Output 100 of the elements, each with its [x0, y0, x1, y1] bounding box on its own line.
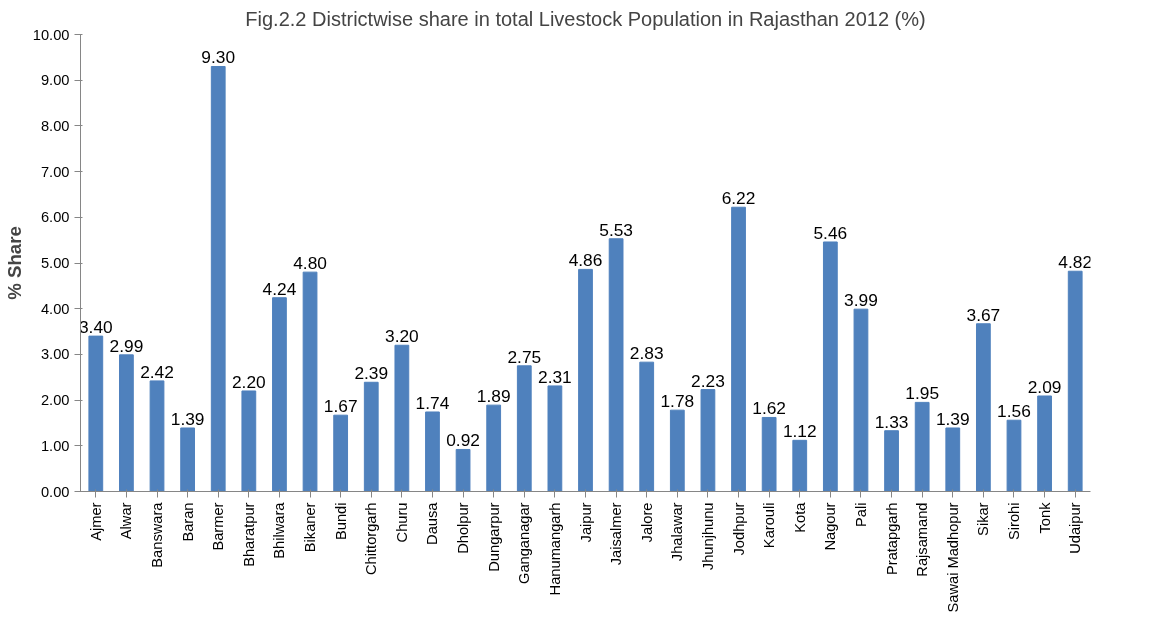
bar [363, 381, 379, 492]
bar [731, 206, 746, 492]
data-label: 1.62 [752, 398, 787, 419]
data-label: 9.30 [201, 47, 236, 68]
data-label: 4.24 [262, 278, 297, 299]
x-tick-label: Jodhpur [730, 502, 747, 556]
y-tick-label: 8.00 [40, 117, 70, 134]
bar [210, 65, 226, 492]
y-tick-label: 1.00 [40, 437, 70, 454]
data-label: 5.46 [813, 222, 848, 243]
x-tick-label: Alwar [118, 502, 135, 540]
y-tick-label: 5.00 [40, 255, 70, 271]
bar [455, 448, 471, 492]
bar [425, 411, 440, 492]
y-tick-label: 6.00 [40, 209, 70, 226]
x-tick-label: Ajmer [87, 502, 104, 541]
data-label: 3.40 [78, 317, 113, 338]
y-tick-label: 2.00 [40, 392, 70, 409]
x-tick-label: Bundi [332, 502, 349, 540]
y-tick-label: 7.00 [40, 163, 70, 180]
x-tick-label: Baran [179, 502, 196, 542]
x-tick-label: Kota [791, 501, 808, 533]
data-label: 4.86 [568, 250, 603, 271]
x-tick-label: Sirohi [1005, 502, 1022, 540]
data-label: 3.67 [966, 304, 1001, 325]
x-tick-label: Sawai Madhopur [944, 502, 961, 613]
data-label: 1.39 [935, 408, 970, 429]
bar [394, 344, 410, 492]
x-tick-label: Rajsamand [914, 502, 931, 577]
data-label: 1.56 [997, 401, 1031, 422]
bar [700, 389, 716, 492]
data-label: 2.75 [507, 346, 542, 367]
bar [180, 427, 196, 492]
bar [516, 365, 532, 492]
x-tick-label: Dausa [424, 501, 441, 545]
bar [486, 404, 502, 492]
data-label: 2.09 [1027, 376, 1062, 397]
bar [272, 297, 287, 492]
bar [88, 335, 104, 492]
x-tick-label: Jaisalmer [608, 502, 625, 566]
x-tick-label: Dungarpur [485, 502, 502, 572]
x-tick-label: Chittorgarh [363, 502, 380, 575]
bar [119, 354, 134, 492]
y-tick-label: 4.00 [40, 300, 70, 317]
data-label: 3.20 [385, 326, 419, 347]
x-tick-label: Karouli [761, 502, 778, 549]
bar [302, 271, 318, 492]
bar [333, 414, 349, 492]
data-label: 2.99 [109, 335, 144, 356]
x-tick-label: Jhunjhunu [699, 502, 716, 571]
x-tick-label: Jhalawar [669, 502, 686, 562]
data-label: 2.23 [691, 370, 725, 391]
bar [884, 430, 899, 492]
bar [914, 401, 930, 492]
x-tick-label: Bikaner [302, 502, 319, 553]
bar [608, 238, 624, 492]
bar [1037, 395, 1052, 492]
x-tick-label: Bharatpur [240, 502, 257, 567]
data-label: 3.99 [844, 290, 878, 311]
x-tick-label: Barmer [210, 502, 227, 551]
bar [822, 241, 838, 492]
data-label: 2.39 [354, 363, 389, 384]
data-label: 1.89 [476, 386, 511, 407]
bar [547, 385, 563, 492]
bar [578, 268, 593, 492]
x-tick-label: Hanumangarh [546, 502, 563, 596]
data-label: 4.82 [1058, 252, 1093, 273]
data-label: 4.80 [293, 253, 327, 274]
x-tick-label: Dholpur [455, 502, 472, 554]
data-label: 0.92 [446, 430, 480, 451]
bar [241, 390, 257, 492]
data-label: 1.74 [415, 392, 450, 413]
bar [1006, 419, 1022, 492]
data-label: 1.67 [323, 396, 358, 417]
data-label: 1.78 [660, 391, 695, 412]
x-tick-label: Pali [852, 502, 869, 527]
x-tick-label: Bhilwara [271, 501, 288, 559]
bar [853, 308, 869, 492]
x-tick-label: Banswara [149, 501, 166, 568]
x-tick-label: Udaipur [1067, 502, 1084, 554]
x-tick-label: Pratapgarh [883, 502, 900, 576]
x-tick-label: Jaipur [577, 502, 594, 543]
y-tick-label: 9.00 [40, 72, 70, 89]
chart-title: Fig.2.2 Districtwise share in total Livestock Population in Rajasthan 2012 (%) [245, 7, 926, 30]
y-tick-label: 0.00 [40, 483, 70, 500]
x-tick-label: Ganganagar [516, 502, 533, 584]
bar [975, 323, 991, 492]
data-label: 5.53 [599, 219, 633, 240]
data-label: 2.20 [231, 371, 266, 392]
x-tick-label: Churu [393, 502, 410, 543]
data-label: 1.12 [782, 421, 817, 442]
y-tick-label: 3.00 [40, 346, 70, 363]
bar [945, 427, 961, 492]
data-label: 1.95 [905, 383, 940, 404]
data-label: 1.33 [874, 411, 909, 432]
x-tick-label: Sikar [975, 502, 992, 536]
data-label: 6.22 [721, 188, 756, 209]
x-tick-label: Nagour [822, 502, 839, 551]
data-label: 2.42 [140, 361, 174, 382]
data-label: 2.83 [629, 343, 664, 364]
